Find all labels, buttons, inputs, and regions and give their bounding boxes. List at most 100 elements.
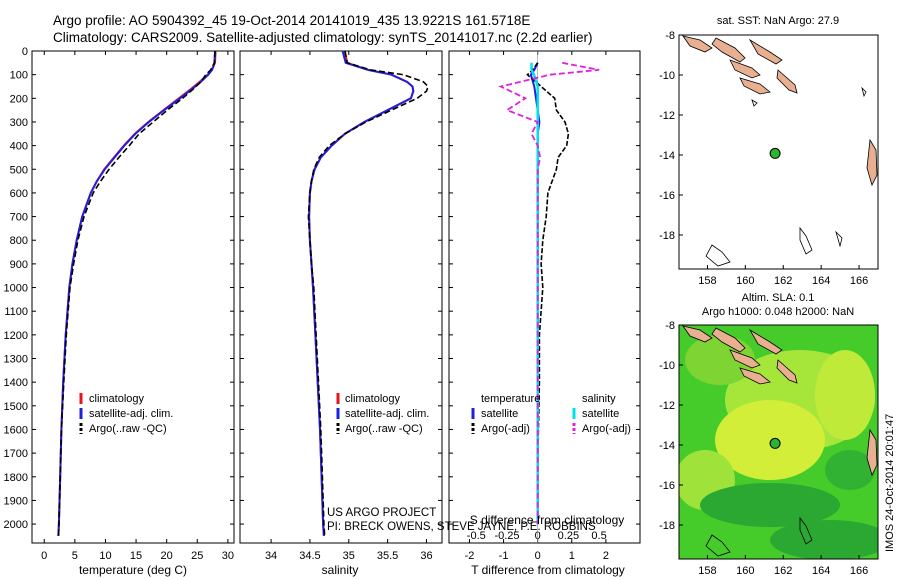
x-tick-label: 1 (569, 550, 575, 562)
diff-legend-ssat: satellite (582, 408, 619, 420)
diff-legend-tsat: satellite (481, 408, 518, 420)
x-tick-label: 0 (535, 550, 541, 562)
credit-pi: PI: BRECK OWENS, STEVE JAYNE, P.E. ROBBI… (327, 521, 596, 533)
y-tick-label: 100 (10, 70, 28, 82)
salinity-xlabel: salinity (322, 563, 359, 577)
difference-line-3 (498, 61, 600, 525)
legend-argo: Argo(..raw -QC) (89, 423, 167, 435)
sla-island-2 (711, 327, 746, 353)
x-tick-label: 25 (191, 550, 203, 562)
sla-blob-2 (715, 400, 825, 480)
y-tick-label: 300 (10, 117, 28, 129)
y-tick-label: 400 (10, 141, 28, 153)
sst-map-axes: 158 160 162 164 166 -8 -10 -12 -14 -16 -18 (659, 30, 868, 287)
y-tick-label: 900 (10, 259, 28, 271)
argo-float-marker-sla (769, 437, 781, 449)
x-tick-label: 30 (222, 550, 234, 562)
sla-island-6 (776, 359, 798, 384)
map-y-tick-label: -10 (659, 70, 675, 82)
sst-map-frame (678, 34, 879, 270)
map-y-tick-label: -10 (659, 360, 675, 372)
map-x-tick-label: 164 (812, 275, 830, 287)
map-y-tick-label: -18 (659, 230, 675, 242)
y-tick-label: 500 (10, 164, 28, 176)
y-tick-label: 1400 (4, 377, 28, 389)
salinity-lines (307, 51, 429, 536)
temperature-lines (57, 51, 217, 536)
reef-2 (751, 99, 758, 107)
island-choiseul (711, 37, 746, 63)
island-bougainville (682, 35, 713, 53)
x-tick-label: 35.5 (377, 550, 398, 562)
x-tick-label: 5 (72, 550, 78, 562)
y-tick-label: 1700 (4, 448, 28, 460)
x-tick-label: -1 (499, 550, 509, 562)
temperature-panel: 0 100 200 300 400 500 600 700 800 900 1000 1100 1200… (4, 46, 235, 577)
y-tick-label: 1000 (4, 283, 28, 295)
x-tick-label: 34 (265, 550, 277, 562)
reef-5 (835, 230, 843, 248)
x-tick-label: 20 (161, 550, 173, 562)
sla-map-title2: Argo h1000: 0.048 h2000: NaN (702, 306, 854, 318)
x-tick-label: 15 (130, 550, 142, 562)
sal-legend-climatology: climatology (345, 393, 401, 405)
island-guadalcanal (739, 77, 771, 95)
sla-island-3 (729, 349, 761, 369)
sla-heatmap (679, 325, 878, 559)
map-x-tick-label: 158 (698, 565, 716, 577)
legend-climatology: climatology (89, 393, 145, 405)
sla-blob-3 (815, 350, 875, 440)
y-tick-label: 1100 (4, 306, 28, 318)
difference-line-1 (526, 62, 570, 525)
y-tick-label: 600 (10, 188, 28, 200)
y-tick-label: 800 (10, 235, 28, 247)
sla-blob-6 (700, 483, 840, 527)
map-y-tick-label: -8 (665, 30, 675, 42)
salinity-panel: 34 34.5 35 35.5 36 salinity climatology sate… (239, 50, 443, 577)
x-tick-label: 2 (603, 550, 609, 562)
island-santa-isabel (748, 38, 783, 65)
x-tick-label: 34.5 (299, 550, 320, 562)
island-malaita (776, 69, 798, 94)
x-tick-label: 35 (343, 550, 355, 562)
difference-frame (448, 50, 641, 544)
map-x-tick-label: 158 (698, 275, 716, 287)
map-x-tick-label: 162 (774, 275, 792, 287)
x2-tick-label: -0.5 (467, 530, 486, 542)
map-x-tick-label: 160 (736, 565, 754, 577)
y-tick-label: 200 (10, 93, 28, 105)
salinity-line-1 (308, 51, 415, 536)
y-tick-label: 1200 (4, 330, 28, 342)
difference-legend: temperature salinity satellite Argo(-adj… (471, 393, 631, 435)
x2-tick-label: -0.25 (494, 530, 519, 542)
x-tick-label: 10 (99, 550, 111, 562)
y-tick-label: 700 (10, 212, 28, 224)
sla-blob-7 (770, 520, 878, 559)
reef-3 (705, 244, 731, 267)
sla-blob-8 (825, 450, 875, 490)
island-new-georgia (729, 59, 761, 79)
map-y-tick-label: -12 (659, 110, 675, 122)
map-x-tick-label: 166 (850, 565, 868, 577)
map-x-tick-label: 166 (850, 275, 868, 287)
temperature-legend: climatology satellite-adj. clim. Argo(..… (79, 393, 173, 435)
difference-panel: -2 -1 0 1 2-0.5 -0.25 0 0.25 0.5 T difference fr… (448, 50, 641, 577)
sst-map-panel: sat. SST: NaN Argo: 27.9 158 160 162 164 166… (659, 15, 879, 287)
sla-island-5 (739, 367, 771, 385)
map-x-tick-label: 160 (736, 275, 754, 287)
argo-float-marker (769, 147, 781, 159)
map-y-tick-label: -14 (659, 440, 675, 452)
diff-legend-targo: Argo(-adj) (481, 423, 530, 435)
island-vanuatu (866, 138, 878, 187)
reef-1 (861, 86, 867, 98)
sst-map-land (682, 35, 878, 267)
sla-map-axes: 158 160 162 164 166 -8 -10 -12 -14 -16 -18 (659, 320, 868, 577)
legend-satellite: satellite-adj. clim. (89, 408, 173, 420)
y-tick-label: 1300 (4, 354, 28, 366)
x-tick-label: 0 (41, 550, 47, 562)
salinity-frame (239, 50, 443, 544)
sal-legend-satellite: satellite-adj. clim. (345, 408, 429, 420)
sal-legend-argo: Argo(..raw -QC) (345, 423, 423, 435)
map-x-tick-label: 164 (812, 565, 830, 577)
